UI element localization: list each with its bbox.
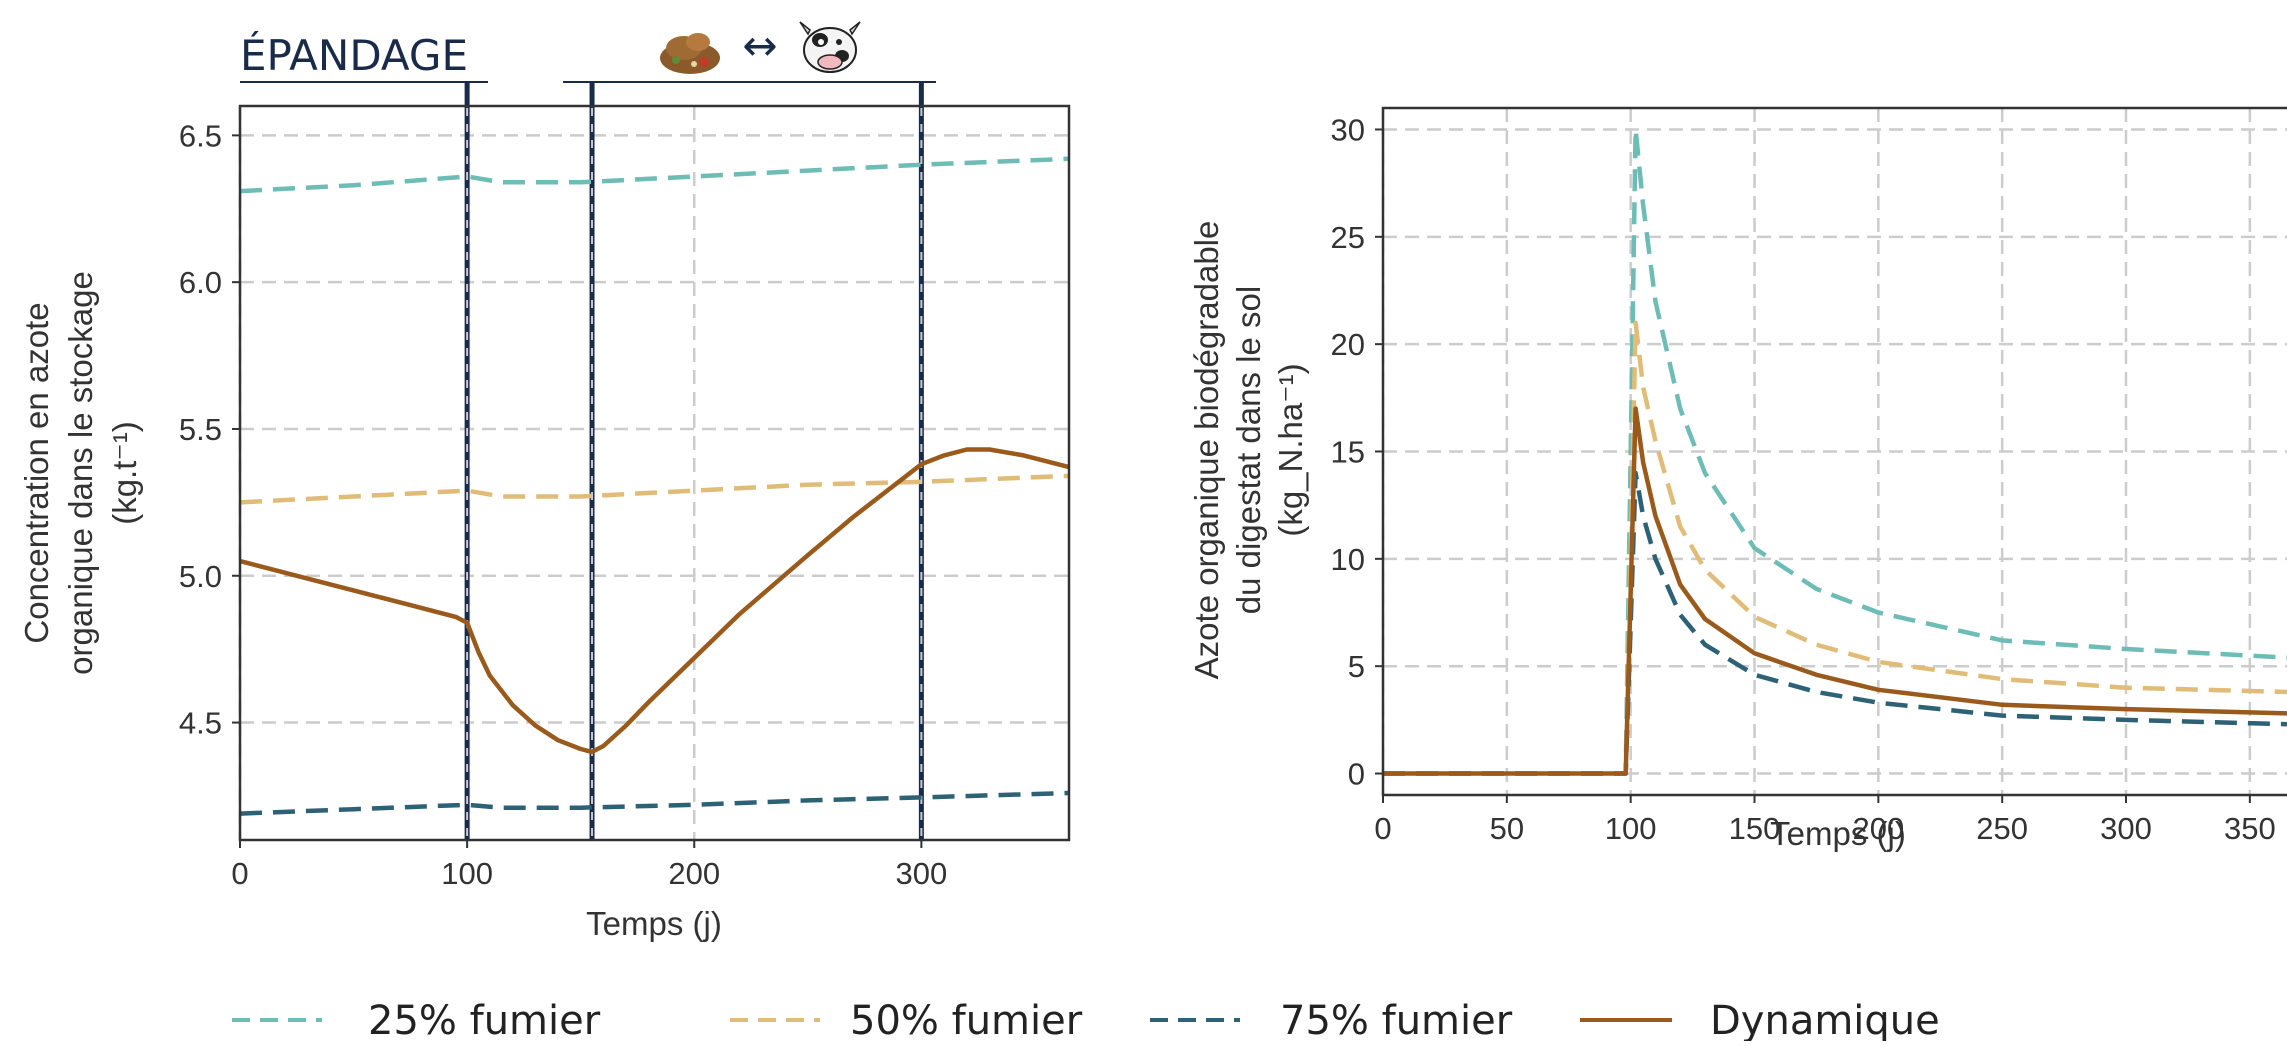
right-ylabel-line-1: Azote organique biodégradable xyxy=(1188,221,1225,680)
left-chart-frame xyxy=(238,104,1071,842)
exchange-header: ↔ xyxy=(563,21,936,83)
epandage-header: ÉPANDAGE xyxy=(240,30,488,83)
right-ytick-0: 0 xyxy=(1348,757,1365,792)
right-ylabel-line-2: du digestat dans le sol xyxy=(1230,286,1267,614)
left-chart-ticks: 0 100 200 300 4.5 5.0 5.5 6.0 6.5 xyxy=(179,118,947,891)
legend-label-dynamique: Dynamique xyxy=(1710,998,1940,1041)
exchange-arrow-icon: ↔ xyxy=(742,21,777,70)
left-ytick-5.5: 5.5 xyxy=(179,412,222,447)
legend: 25% fumier 50% fumier 75% fumier Dynamiq… xyxy=(232,998,1940,1044)
left-xtick-200: 200 xyxy=(668,856,720,891)
right-ytick-20: 20 xyxy=(1331,327,1365,362)
left-chart-grid xyxy=(238,106,1069,840)
left-series-dynamique xyxy=(240,447,1069,755)
right-xtick-100: 100 xyxy=(1605,811,1657,846)
right-ytick-5: 5 xyxy=(1348,649,1365,684)
legend-label-50-fumier: 50% fumier xyxy=(850,998,1083,1041)
right-xtick-50: 50 xyxy=(1490,811,1524,846)
right-chart-ticks: 0 50 100 150 200 250 300 350 0 5 10 15 20 25 30 xyxy=(1331,112,2276,846)
right-chart-xlabel: Temps (j) xyxy=(1770,815,1906,852)
legend-item-50-fumier: 50% fumier xyxy=(730,998,1083,1044)
left-ylabel-line-2: organique dans le stockage xyxy=(62,271,99,675)
right-chart-grid xyxy=(1381,108,2287,795)
right-xtick-150: 150 xyxy=(1729,811,1781,846)
left-ytick-4.5: 4.5 xyxy=(179,706,222,741)
right-ylabel-line-3: (kg_N.ha⁻¹) xyxy=(1272,363,1309,536)
left-chart-ylabel: Concentration en azote organique dans le… xyxy=(18,271,143,675)
left-chart: 0 100 200 300 4.5 5.0 5.5 6.0 6.5 Temps (j) Conc… xyxy=(18,82,1071,942)
right-chart: 0 50 100 150 200 250 300 350 0 5 10 15 20 25 30 Temps … xyxy=(1188,106,2287,852)
right-xtick-200: 200 xyxy=(1852,811,1904,846)
left-series-50-fumier xyxy=(240,473,1069,505)
left-ytick-5: 5.0 xyxy=(179,559,222,594)
cow-icon xyxy=(799,21,861,73)
right-series-dynamique xyxy=(1383,406,2287,776)
left-series-25-fumier xyxy=(240,156,1069,194)
right-ytick-25: 25 xyxy=(1331,220,1365,255)
right-series-25-fumier xyxy=(1383,127,2287,776)
manure-pile-icon xyxy=(660,33,720,74)
left-chart-xlabel: Temps (j) xyxy=(586,905,722,942)
left-xtick-300: 300 xyxy=(896,856,948,891)
left-series-75-fumier xyxy=(240,790,1069,816)
right-xtick-350: 350 xyxy=(2224,811,2276,846)
left-ylabel-line-3: (kg.t⁻¹) xyxy=(106,421,143,525)
epandage-label: ÉPANDAGE xyxy=(240,30,468,80)
right-series-75-fumier xyxy=(1383,470,2287,776)
right-chart-series xyxy=(1383,127,2287,776)
left-ylabel-line-1: Concentration en azote xyxy=(18,302,55,643)
left-xtick-100: 100 xyxy=(441,856,493,891)
right-chart-ylabel: Azote organique biodégradable du digesta… xyxy=(1188,221,1309,680)
left-chart-series xyxy=(240,156,1069,816)
right-xtick-0: 0 xyxy=(1374,811,1391,846)
legend-label-75-fumier: 75% fumier xyxy=(1280,998,1513,1041)
legend-label-25-fumier: 25% fumier xyxy=(368,998,601,1041)
right-ytick-30: 30 xyxy=(1331,112,1365,147)
legend-item-75-fumier: 75% fumier xyxy=(1150,998,1513,1044)
left-xtick-0: 0 xyxy=(231,856,248,891)
left-ytick-6: 6.0 xyxy=(179,265,222,300)
right-ytick-15: 15 xyxy=(1331,435,1365,470)
right-xtick-250: 250 xyxy=(1976,811,2028,846)
left-ytick-6.5: 6.5 xyxy=(179,118,222,153)
right-xtick-300: 300 xyxy=(2100,811,2152,846)
left-chart-vertical-markers xyxy=(464,82,924,840)
right-ytick-10: 10 xyxy=(1331,542,1365,577)
right-series-50-fumier xyxy=(1383,320,2287,776)
legend-item-dynamique: Dynamique xyxy=(1580,998,1940,1044)
legend-item-25-fumier: 25% fumier xyxy=(232,998,601,1044)
